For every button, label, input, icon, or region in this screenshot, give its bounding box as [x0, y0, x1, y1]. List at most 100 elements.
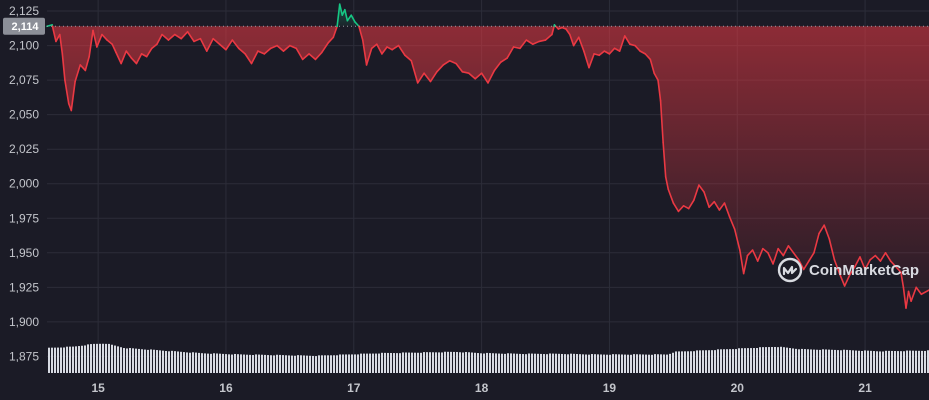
price-segment: [894, 265, 902, 273]
volume-bar: [453, 351, 455, 373]
volume-bar: [636, 354, 638, 373]
volume-bar: [579, 354, 581, 373]
volume-bar: [387, 352, 389, 373]
price-segment: [269, 44, 278, 50]
volume-bar: [807, 349, 809, 373]
volume-bar: [576, 354, 578, 373]
price-segment: [115, 51, 122, 65]
volume-bar: [642, 354, 644, 373]
volume-bar: [459, 352, 461, 373]
volume-bar: [489, 353, 491, 373]
price-segment: [365, 47, 373, 66]
price-segment: [350, 14, 356, 23]
price-segment: [332, 25, 338, 39]
volume-bar: [486, 352, 488, 373]
volume-bar: [342, 354, 344, 373]
price-segment: [64, 79, 70, 105]
price-segment: [180, 30, 189, 40]
x-tick-label: 15: [91, 381, 105, 395]
volume-bar: [399, 353, 401, 373]
price-segment: [629, 43, 636, 47]
volume-bar: [360, 353, 362, 373]
price-segment: [84, 55, 90, 72]
volume-bar: [666, 354, 668, 373]
volume-bar: [258, 354, 260, 373]
volume-bar: [99, 343, 101, 373]
volume-bar: [141, 349, 143, 373]
y-tick-label: 1,900: [9, 315, 39, 329]
volume-bar: [327, 355, 329, 373]
price-segment: [423, 72, 432, 83]
volume-bar: [60, 347, 62, 373]
volume-bar: [540, 353, 542, 373]
price-segment: [295, 47, 304, 61]
price-segment: [659, 100, 664, 144]
volume-bar: [891, 350, 893, 373]
price-segment: [70, 80, 76, 112]
volume-bar: [306, 355, 308, 373]
y-tick-label: 2,125: [9, 4, 39, 18]
volume-bar: [168, 351, 170, 373]
volume-bar: [903, 351, 905, 373]
volume-bar: [468, 352, 470, 373]
price-segment: [902, 286, 907, 309]
volume-bar: [531, 353, 533, 373]
volume-bar: [228, 354, 230, 373]
volume-bar: [330, 355, 332, 373]
volume-bar: [432, 352, 434, 373]
volume-bar: [495, 353, 497, 373]
price-segment: [618, 35, 626, 52]
price-segment: [397, 44, 406, 57]
price-segment: [61, 53, 66, 81]
volume-bar: [201, 353, 203, 373]
volume-bar: [300, 355, 302, 373]
price-segment: [442, 59, 451, 66]
volume-bar: [405, 352, 407, 373]
volume-bar: [363, 353, 365, 373]
volume-bar: [753, 348, 755, 373]
price-segment: [321, 42, 330, 54]
volume-bar: [660, 354, 662, 373]
price-segment: [598, 50, 606, 57]
price-segment: [823, 224, 831, 240]
volume-bar: [879, 351, 881, 373]
price-segment: [135, 53, 143, 65]
volume-bar: [732, 349, 734, 373]
coinmarketcap-logo-icon: [777, 257, 803, 283]
price-segment: [728, 216, 736, 231]
volume-bar: [789, 348, 791, 373]
y-tick-label: 2,075: [9, 73, 39, 87]
price-segment: [111, 43, 117, 54]
volume-bar: [252, 355, 254, 373]
volume-bar: [870, 350, 872, 373]
x-tick-label: 20: [731, 381, 745, 395]
price-segment: [572, 36, 580, 47]
volume-bar: [186, 352, 188, 373]
volume-bar: [126, 348, 128, 373]
volume-bar: [231, 354, 233, 373]
x-tick-label: 16: [219, 381, 233, 395]
price-segment: [900, 271, 905, 289]
price-segment: [718, 202, 726, 211]
volume-bar: [351, 354, 353, 373]
price-area: [47, 4, 929, 309]
volume-bar: [456, 351, 458, 373]
volume-bar: [783, 347, 785, 373]
price-segment: [512, 46, 521, 50]
volume-bar: [513, 353, 515, 373]
volume-bar: [138, 348, 140, 373]
price-segment: [370, 43, 378, 50]
volume-bar: [876, 351, 878, 373]
volume-bar: [162, 350, 164, 373]
volume-bar: [159, 350, 161, 373]
price-segment: [140, 53, 148, 58]
volume-bar: [69, 346, 71, 373]
price-segment: [565, 28, 571, 36]
price-segment: [429, 71, 438, 83]
price-segment: [314, 51, 323, 61]
volume-bar: [339, 354, 341, 373]
volume-bar: [858, 350, 860, 373]
volume-bar: [177, 351, 179, 373]
